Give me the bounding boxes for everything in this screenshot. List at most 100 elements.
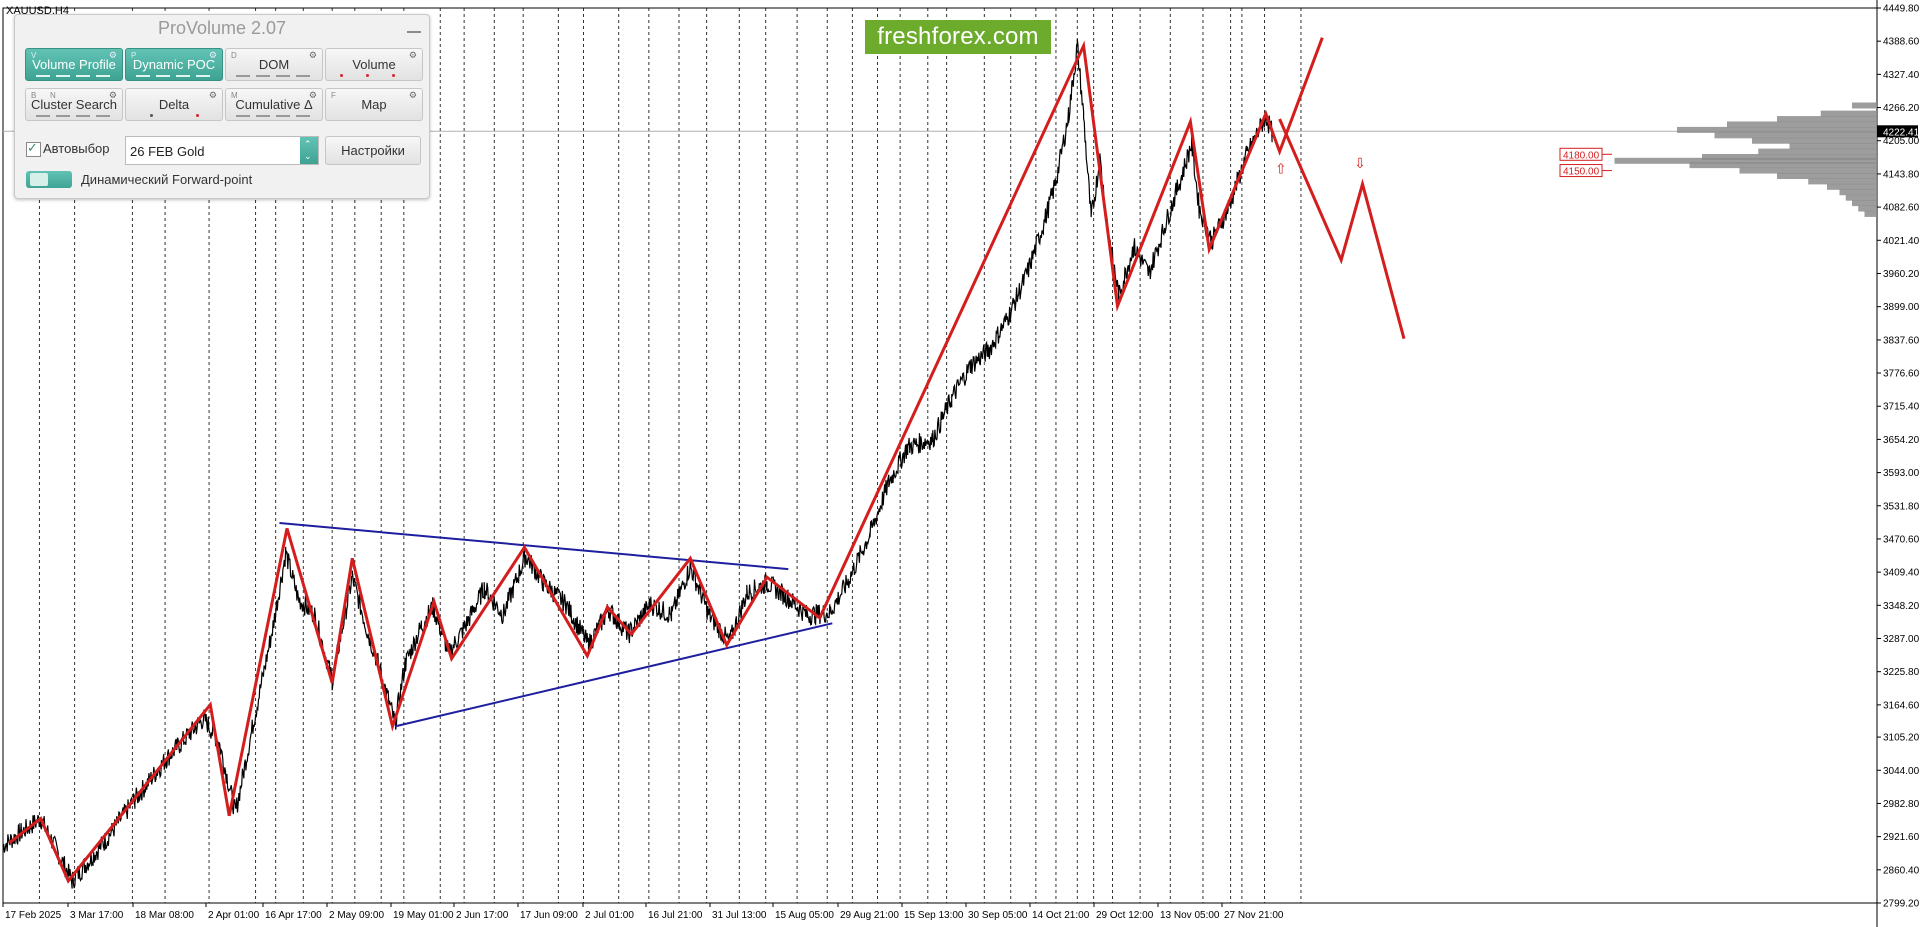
trendline[interactable]	[394, 622, 833, 728]
indicator-bars	[236, 75, 314, 77]
minimize-icon[interactable]	[407, 31, 421, 33]
panel-title: ProVolume 2.07	[157, 18, 287, 38]
y-tick-label: 3044.00	[1883, 766, 1920, 777]
forward-point-toggle[interactable]	[26, 171, 72, 188]
price-level-label[interactable]: 4180.00	[1559, 147, 1612, 161]
y-tick-label: 4449.80	[1883, 4, 1920, 15]
y-tick-label: 3105.20	[1883, 733, 1920, 744]
volume-profile-bar	[1714, 132, 1877, 139]
wave-pattern[interactable]	[8, 37, 1324, 884]
current-price-label: 4222.41	[1883, 127, 1920, 138]
hotkey-label: P	[131, 51, 137, 60]
x-tick-label: 16 Jul 21:00	[648, 910, 703, 921]
button-label: Delta	[158, 97, 190, 112]
button-label: Volume Profile	[32, 57, 116, 72]
volume-profile-bar	[1777, 172, 1877, 179]
status-dot	[392, 74, 395, 77]
volume-profile-bar	[1820, 110, 1877, 117]
y-tick-label: 2921.60	[1883, 832, 1920, 843]
x-tick-label: 29 Aug 21:00	[840, 910, 899, 921]
indicator-bars	[36, 115, 114, 117]
gear-icon[interactable]: ⚙	[308, 90, 317, 100]
y-tick-label: 4327.40	[1883, 70, 1920, 81]
x-tick-label: 15 Aug 05:00	[775, 910, 834, 921]
x-tick-label: 2 Jul 01:00	[585, 910, 634, 921]
y-tick-label: 3409.40	[1883, 568, 1920, 579]
spinner-control[interactable]: ⌃ ⌄	[300, 137, 318, 164]
y-tick-label: 4143.80	[1883, 169, 1920, 180]
volume-profile-bar	[1689, 162, 1877, 169]
button-label: DOM	[258, 57, 290, 72]
autoselect-checkbox[interactable]: ✓	[26, 140, 41, 157]
gear-icon[interactable]: ⚙	[108, 90, 117, 100]
volume-profile-bar	[1739, 167, 1877, 174]
volume-button[interactable]: ⚙ Volume	[325, 48, 423, 81]
check-icon: ✓	[27, 140, 38, 155]
trendline[interactable]	[279, 522, 789, 571]
volume-profile-bar	[1752, 137, 1877, 144]
x-tick-label: 31 Jul 13:00	[712, 910, 767, 921]
forecast-path[interactable]	[1278, 118, 1406, 340]
volume-profile-bar	[1839, 189, 1877, 196]
volume-profile-button[interactable]: V ⚙ Volume Profile	[25, 48, 123, 81]
x-tick-label: 2 Jun 17:00	[456, 910, 509, 921]
x-tick-label: 3 Mar 17:00	[70, 910, 124, 921]
gear-icon[interactable]: ⚙	[208, 50, 217, 60]
price-level-label[interactable]: 4150.00	[1559, 164, 1612, 178]
y-tick-label: 3654.20	[1883, 435, 1920, 446]
x-tick-label: 2 May 09:00	[329, 910, 384, 921]
button-label: Dynamic POC	[132, 57, 216, 72]
hotkey-label: N	[50, 91, 56, 100]
cluster-search-button[interactable]: B N ⚙ Cluster Search	[25, 88, 123, 121]
x-tick-label: 13 Nov 05:00	[1160, 910, 1220, 921]
x-tick-label: 17 Feb 2025	[5, 910, 62, 921]
down-arrow-icon: ⇩	[1354, 156, 1366, 172]
y-tick-label: 3531.80	[1883, 501, 1920, 512]
button-label: Volume	[352, 57, 396, 72]
x-tick-label: 18 Mar 08:00	[135, 910, 194, 921]
level-value: 4150.00	[1563, 167, 1600, 178]
button-label: Cluster Search	[31, 97, 117, 112]
y-tick-label: 2860.40	[1883, 865, 1920, 876]
volume-profile-bar	[1864, 210, 1877, 217]
volume-profile-bar	[1727, 121, 1877, 128]
chevron-down-icon[interactable]: ⌄	[304, 151, 312, 161]
volume-profile-bar	[1789, 143, 1877, 150]
status-dot	[196, 114, 199, 117]
delta-button[interactable]: ⚙ Delta	[125, 88, 223, 121]
indicator-bars	[136, 75, 214, 77]
gear-icon[interactable]: ⚙	[408, 50, 417, 60]
forward-point-label: Динамический Forward-point	[81, 172, 253, 187]
gear-icon[interactable]: ⚙	[108, 50, 117, 60]
x-tick-label: 17 Jun 09:00	[520, 910, 578, 921]
map-button[interactable]: F ⚙ Map	[325, 88, 423, 121]
current-price-badge	[1877, 125, 1918, 138]
x-tick-label: 14 Oct 21:00	[1032, 910, 1090, 921]
y-tick-label: 3899.00	[1883, 302, 1920, 313]
gear-icon[interactable]: ⚙	[208, 90, 217, 100]
y-tick-label: 3837.60	[1883, 335, 1920, 346]
autoselect-label: Автовыбор	[43, 141, 110, 156]
volume-profile-bar	[1702, 154, 1877, 161]
hotkey-label: D	[231, 51, 237, 60]
y-tick-label: 2799.20	[1883, 899, 1920, 910]
toggle-knob	[30, 173, 48, 186]
gear-icon[interactable]: ⚙	[308, 50, 317, 60]
chevron-up-icon[interactable]: ⌃	[304, 139, 312, 149]
dom-button[interactable]: D ⚙ DOM	[225, 48, 323, 81]
gear-icon[interactable]: ⚙	[408, 90, 417, 100]
settings-button[interactable]: Настройки	[325, 136, 421, 165]
hotkey-label: B	[31, 91, 37, 100]
dynamic-poc-button[interactable]: P ⚙ Dynamic POC	[125, 48, 223, 81]
y-tick-label: 3225.80	[1883, 667, 1920, 678]
y-tick-label: 3287.00	[1883, 634, 1920, 645]
y-tick-label: 3348.20	[1883, 601, 1920, 612]
contract-select[interactable]: 26 FEB Gold ⌃ ⌄	[125, 136, 319, 165]
cumulative-delta-button[interactable]: M ⚙ Cumulative Δ	[225, 88, 323, 121]
status-dot	[150, 114, 153, 117]
brand-watermark: freshforex.com	[865, 20, 1051, 54]
volume-profile-bar	[1827, 183, 1877, 190]
hotkey-label: V	[31, 51, 37, 60]
